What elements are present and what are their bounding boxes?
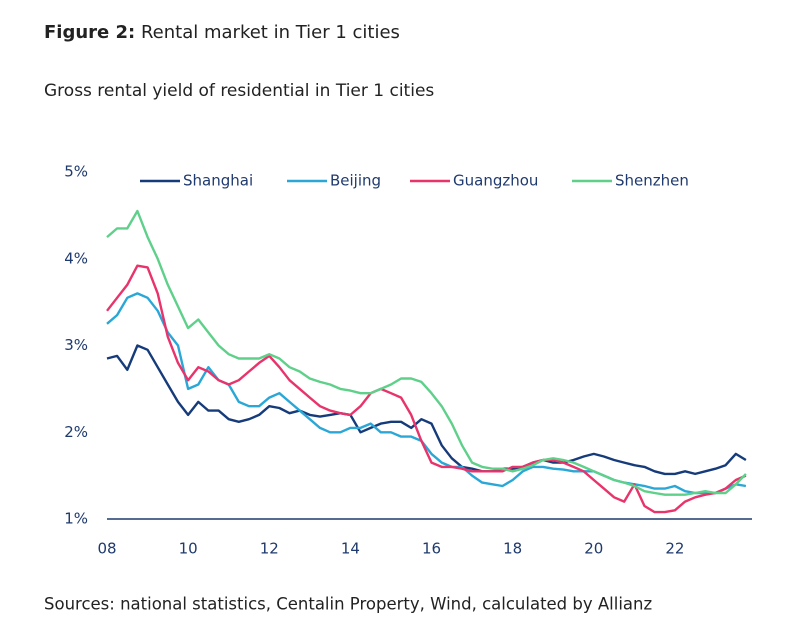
chart-title: Rental market in Tier 1 cities bbox=[141, 22, 400, 43]
x-tick-label: 12 bbox=[260, 540, 279, 558]
series-line bbox=[106, 292, 747, 495]
legend-label: Shenzhen bbox=[615, 172, 689, 190]
legend-label: Beijing bbox=[330, 172, 381, 190]
y-tick-label: 5% bbox=[64, 163, 88, 181]
x-tick-label: 16 bbox=[422, 540, 441, 558]
y-tick-label: 2% bbox=[64, 423, 88, 441]
x-tick-label: 10 bbox=[179, 540, 198, 558]
chart-subtitle: Gross rental yield of residential in Tie… bbox=[44, 81, 434, 101]
x-tick-label: 08 bbox=[97, 540, 116, 558]
y-tick-label: 4% bbox=[64, 249, 88, 267]
y-tick-label: 1% bbox=[64, 510, 88, 528]
legend-label: Shanghai bbox=[183, 172, 253, 190]
series-line bbox=[106, 264, 747, 514]
x-tick-label: 18 bbox=[503, 540, 522, 558]
legend-label: Guangzhou bbox=[453, 172, 538, 190]
chart-title-group: Figure 2: Rental market in Tier 1 cities bbox=[44, 22, 400, 43]
x-tick-label: 14 bbox=[341, 540, 360, 558]
series-line bbox=[106, 344, 747, 476]
x-tick-label: 20 bbox=[584, 540, 603, 558]
x-tick-label: 22 bbox=[665, 540, 684, 558]
y-tick-label: 3% bbox=[64, 336, 88, 354]
figure-label: Figure 2: bbox=[44, 22, 135, 43]
series-line bbox=[106, 209, 747, 496]
source-note: Sources: national statistics, Centalin P… bbox=[44, 595, 652, 614]
